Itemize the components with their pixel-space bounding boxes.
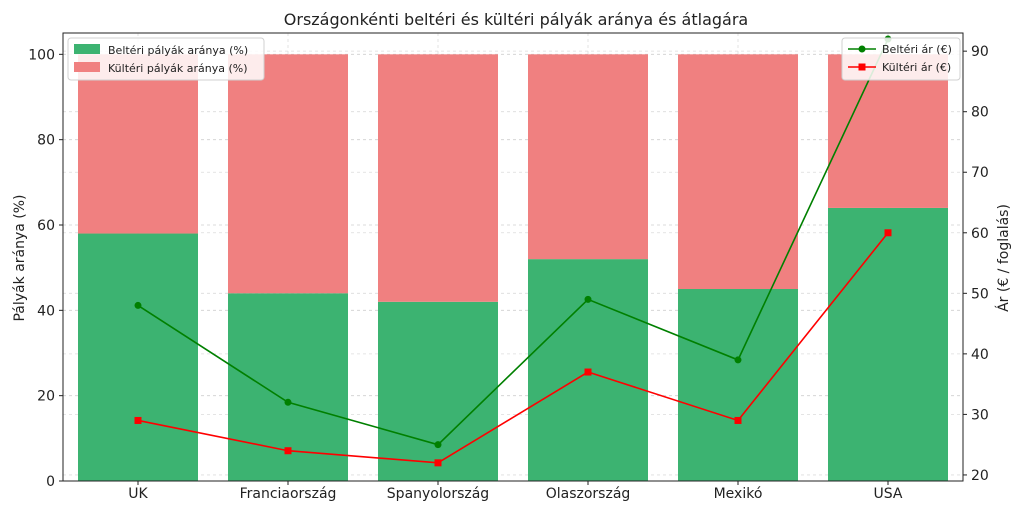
legend-marker: [858, 45, 866, 53]
legend-swatch: [74, 62, 100, 72]
point-indoor-price: [134, 301, 142, 309]
y2-tick-label: 40: [971, 347, 989, 363]
x-tick-label: Mexikó: [714, 486, 763, 502]
point-indoor-price: [284, 398, 292, 406]
y2-axis-label: Ár (€ / foglalás): [995, 204, 1012, 312]
point-indoor-price: [584, 295, 592, 303]
lines: [134, 35, 892, 467]
x-tick-label: Franciaország: [240, 486, 337, 502]
y2-tick-label: 20: [971, 468, 989, 484]
bar-indoor: [828, 207, 948, 481]
line-indoor-price: [137, 38, 889, 446]
legend-bars-box: [67, 37, 265, 81]
bar-outdoor: [678, 54, 798, 290]
axes: [62, 32, 964, 482]
point-outdoor-price: [884, 229, 892, 237]
point-outdoor-price: [584, 368, 592, 376]
legend-entry: Beltéri ár (€): [882, 43, 952, 56]
legend-marker: [858, 63, 866, 71]
y-tick-label: 60: [37, 218, 55, 234]
y-tick-label: 20: [37, 389, 55, 405]
y-axis-label: Pályák aránya (%): [12, 194, 28, 321]
legend-entry: Kültéri pályák aránya (%): [108, 62, 248, 75]
legend-bars: Beltéri pályák aránya (%) Kültéri pályák …: [67, 37, 265, 81]
point-outdoor-price: [434, 459, 442, 467]
x-tick-label: UK: [128, 486, 148, 502]
legend-lines: Beltéri ár (€) Kültéri ár (€): [841, 37, 961, 81]
legend-entry: Kültéri ár (€): [882, 61, 951, 74]
line-outdoor-price: [137, 232, 889, 464]
y-tick-label: 80: [37, 133, 55, 149]
y2-tick-label: 90: [971, 44, 989, 60]
x-axis-ticks: UK Franciaország Spanyolország Olaszország M…: [128, 481, 903, 502]
y2-tick-label: 60: [971, 226, 989, 242]
bar-outdoor: [378, 54, 498, 302]
y2-tick-label: 50: [971, 286, 989, 302]
bar-outdoor: [78, 54, 198, 234]
bar-indoor: [378, 301, 498, 481]
bar-outdoor: [528, 54, 648, 260]
chart-title: Országonkénti beltéri és kültéri pályák …: [284, 10, 748, 29]
y2-axis-ticks: 20 30 40 50 60 70 80 90: [963, 44, 989, 484]
y-tick-label: 100: [28, 47, 55, 63]
legend-swatch: [74, 44, 100, 54]
bar-outdoor: [228, 54, 348, 294]
y-tick-label: 0: [46, 474, 55, 490]
x-tick-label: Olaszország: [546, 486, 631, 502]
bar-indoor: [678, 289, 798, 481]
y2-tick-label: 30: [971, 407, 989, 423]
bars: [78, 54, 948, 481]
point-indoor-price: [734, 356, 742, 364]
point-outdoor-price: [134, 416, 142, 424]
y2-tick-label: 80: [971, 105, 989, 121]
point-outdoor-price: [284, 447, 292, 455]
bar-indoor: [78, 233, 198, 481]
x-tick-label: Spanyolország: [387, 486, 489, 502]
point-indoor-price: [434, 441, 442, 449]
y-axis-ticks: 0 20 40 60 80 100: [28, 47, 63, 490]
y-tick-label: 40: [37, 303, 55, 319]
point-outdoor-price: [734, 416, 742, 424]
plot-frame: [62, 32, 964, 482]
y2-tick-label: 70: [971, 165, 989, 181]
legend-entry: Beltéri pályák aránya (%): [108, 44, 248, 57]
x-tick-label: USA: [874, 486, 903, 502]
